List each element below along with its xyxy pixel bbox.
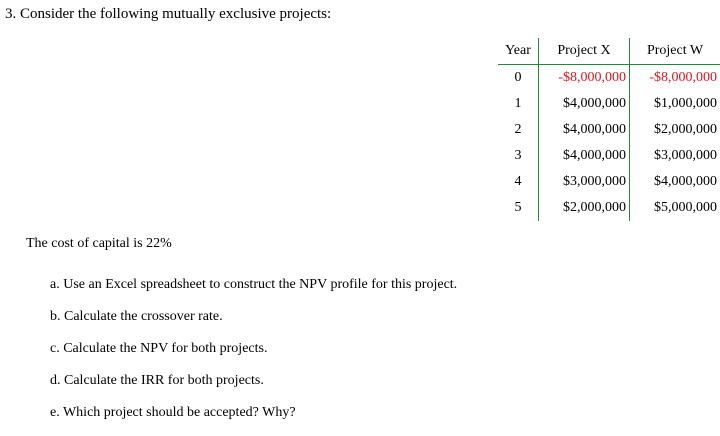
question-part-b: b. Calculate the crossover rate. xyxy=(50,308,457,340)
cost-of-capital-text: The cost of capital is 22% xyxy=(26,235,172,253)
project-x-cell: $2,000,000 xyxy=(539,195,630,221)
question-part-e: e. Which project should be accepted? Why… xyxy=(50,404,457,436)
project-w-cell: $4,000,000 xyxy=(630,169,720,195)
project-x-cell: $4,000,000 xyxy=(539,91,630,117)
year-cell: 4 xyxy=(498,169,539,195)
year-cell: 0 xyxy=(498,65,539,92)
table-row: 5 $2,000,000 $5,000,000 xyxy=(498,195,720,221)
table-row: 3 $4,000,000 $3,000,000 xyxy=(498,143,720,169)
table-row: 2 $4,000,000 $2,000,000 xyxy=(498,117,720,143)
year-cell: 2 xyxy=(498,117,539,143)
table-row: 0 -$8,000,000 -$8,000,000 xyxy=(498,65,720,92)
project-x-cell: $4,000,000 xyxy=(539,117,630,143)
project-w-cell: $1,000,000 xyxy=(630,91,720,117)
project-x-cell: -$8,000,000 xyxy=(539,65,630,92)
cash-flow-table: Year Project X Project W 0 -$8,000,000 -… xyxy=(498,38,720,221)
project-w-cell: $5,000,000 xyxy=(630,195,720,221)
header-project-w: Project W xyxy=(630,38,720,65)
project-w-cell: $3,000,000 xyxy=(630,143,720,169)
project-x-cell: $4,000,000 xyxy=(539,143,630,169)
year-cell: 1 xyxy=(498,91,539,117)
question-part-d: d. Calculate the IRR for both projects. xyxy=(50,372,457,404)
question-part-c: c. Calculate the NPV for both projects. xyxy=(50,340,457,372)
project-w-cell: $2,000,000 xyxy=(630,117,720,143)
header-project-x: Project X xyxy=(539,38,630,65)
question-heading: 3. Consider the following mutually exclu… xyxy=(5,4,331,24)
project-w-cell: -$8,000,000 xyxy=(630,65,720,92)
project-x-cell: $3,000,000 xyxy=(539,169,630,195)
table-header-row: Year Project X Project W xyxy=(498,38,720,65)
year-cell: 5 xyxy=(498,195,539,221)
year-cell: 3 xyxy=(498,143,539,169)
header-year: Year xyxy=(498,38,539,65)
table-row: 1 $4,000,000 $1,000,000 xyxy=(498,91,720,117)
question-parts-list: a. Use an Excel spreadsheet to construct… xyxy=(50,276,457,436)
table-row: 4 $3,000,000 $4,000,000 xyxy=(498,169,720,195)
question-part-a: a. Use an Excel spreadsheet to construct… xyxy=(50,276,457,308)
